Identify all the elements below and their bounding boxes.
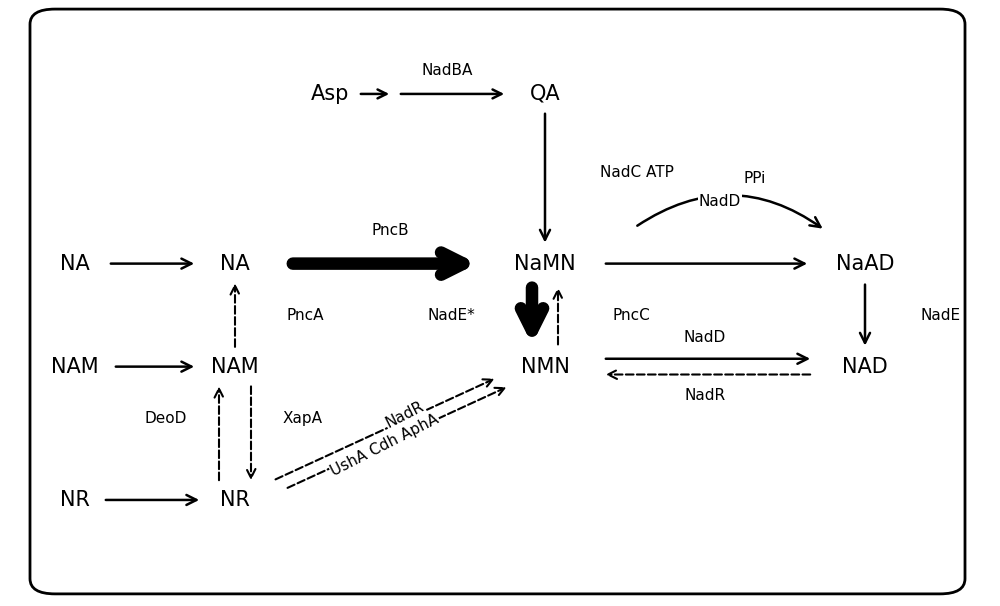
Text: NadBA: NadBA xyxy=(422,64,473,78)
Text: NaMN: NaMN xyxy=(514,253,576,274)
Text: NaAD: NaAD xyxy=(836,253,894,274)
Text: NA: NA xyxy=(220,253,250,274)
Text: NAM: NAM xyxy=(51,356,99,377)
Text: PncA: PncA xyxy=(287,308,324,322)
Text: PncC: PncC xyxy=(613,308,651,322)
Text: NadE*: NadE* xyxy=(427,308,475,322)
Text: DeoD: DeoD xyxy=(145,411,187,425)
Text: NadR: NadR xyxy=(383,399,427,431)
FancyBboxPatch shape xyxy=(30,9,965,594)
Text: NadE: NadE xyxy=(920,308,960,322)
Text: NadD: NadD xyxy=(699,194,741,208)
Text: NAD: NAD xyxy=(842,356,888,377)
Text: NR: NR xyxy=(60,490,90,510)
Text: UshA Cdh AphA: UshA Cdh AphA xyxy=(329,411,441,479)
Text: NAM: NAM xyxy=(211,356,259,377)
Text: NMN: NMN xyxy=(521,356,569,377)
Text: Asp: Asp xyxy=(311,84,349,104)
Text: NR: NR xyxy=(220,490,250,510)
Text: NadD: NadD xyxy=(684,330,726,345)
Text: QA: QA xyxy=(530,84,560,104)
Text: XapA: XapA xyxy=(283,411,323,425)
Text: PncB: PncB xyxy=(371,223,409,238)
Text: PPi: PPi xyxy=(744,171,766,186)
Text: NA: NA xyxy=(60,253,90,274)
Text: NadC ATP: NadC ATP xyxy=(600,165,674,180)
Text: NadR: NadR xyxy=(684,388,726,403)
